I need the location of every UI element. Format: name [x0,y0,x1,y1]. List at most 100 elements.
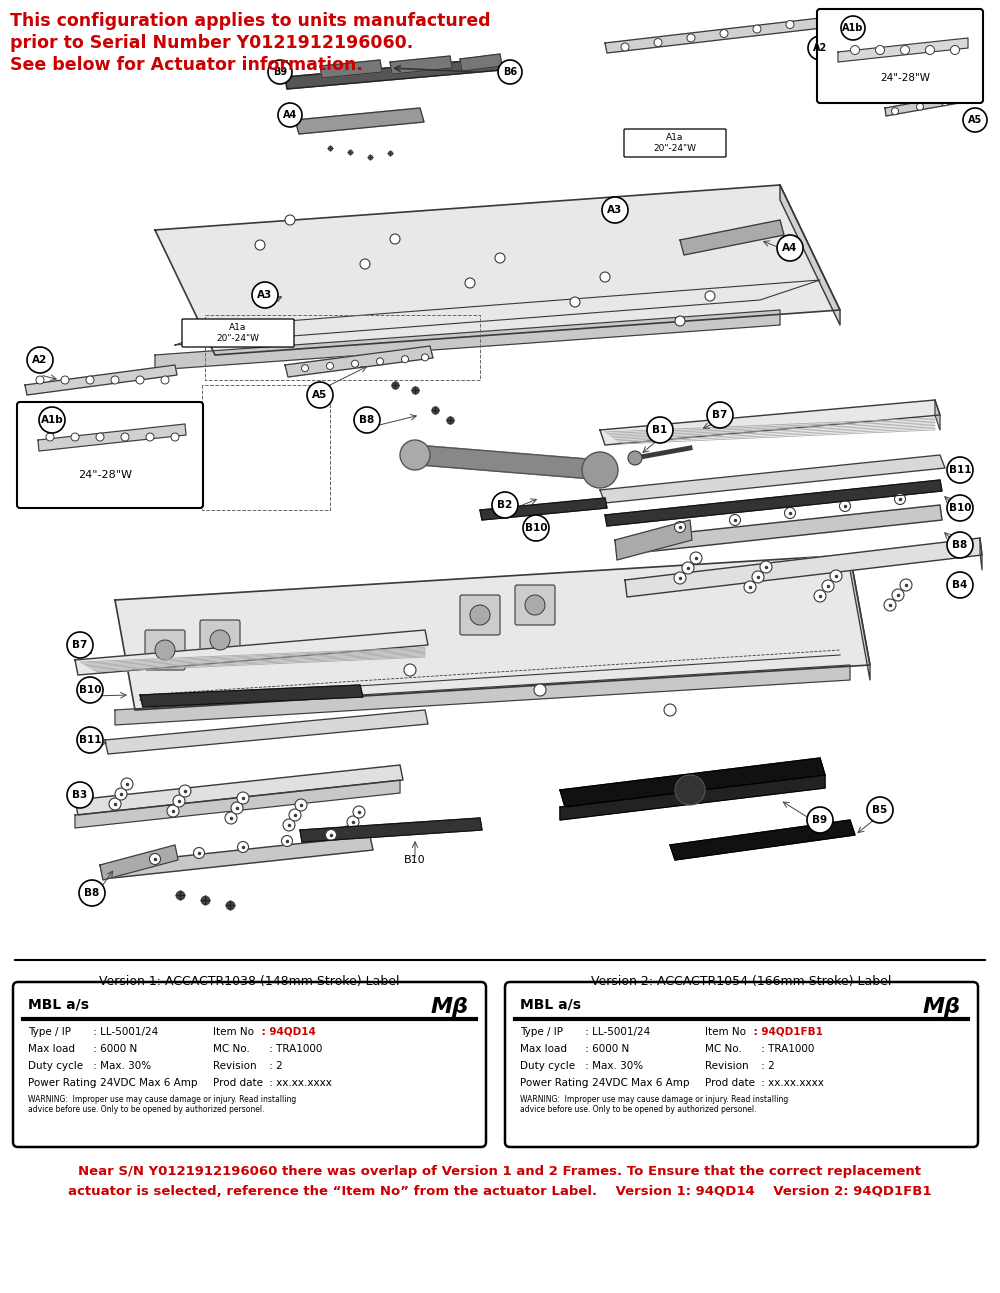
Circle shape [822,581,834,592]
FancyBboxPatch shape [624,129,726,156]
Circle shape [347,816,359,828]
Circle shape [231,802,243,815]
Text: B2: B2 [497,500,513,509]
Text: 24"-28"W: 24"-28"W [880,72,930,83]
Text: B5: B5 [872,806,888,815]
Text: Power Rating: Power Rating [520,1078,588,1087]
Circle shape [916,103,924,110]
FancyBboxPatch shape [515,584,555,625]
Circle shape [892,107,898,115]
Polygon shape [850,555,870,680]
Circle shape [814,590,826,603]
Text: Prod date: Prod date [705,1078,755,1087]
Circle shape [947,495,973,521]
Circle shape [753,25,761,34]
FancyBboxPatch shape [817,9,983,103]
FancyBboxPatch shape [13,981,486,1147]
Circle shape [664,703,676,716]
Text: MC No.: MC No. [705,1043,742,1054]
Polygon shape [605,480,942,526]
Text: : TRA1000: : TRA1000 [758,1043,814,1054]
Polygon shape [295,109,424,134]
Circle shape [498,59,522,84]
Circle shape [360,259,370,269]
Text: A1a
20"-24"W: A1a 20"-24"W [216,323,260,343]
Circle shape [289,809,301,821]
Circle shape [237,793,249,804]
Text: Prod date: Prod date [213,1078,263,1087]
Circle shape [121,433,129,441]
Circle shape [884,599,896,612]
Circle shape [900,45,910,54]
Circle shape [947,531,973,559]
Circle shape [255,240,265,250]
Text: Power Rating: Power Rating [28,1078,96,1087]
Circle shape [926,45,934,54]
Polygon shape [390,56,452,74]
Text: : xx.xx.xxxx: : xx.xx.xxxx [758,1078,824,1087]
Circle shape [525,595,545,615]
Text: B3: B3 [72,790,88,800]
Text: A5: A5 [312,390,328,400]
Circle shape [963,109,987,132]
Circle shape [674,521,686,533]
Polygon shape [980,538,982,570]
Text: MBL a/s: MBL a/s [520,997,581,1011]
Circle shape [354,407,380,433]
Text: Type / IP: Type / IP [520,1027,563,1037]
Circle shape [252,282,278,308]
Text: B8: B8 [952,540,968,550]
Circle shape [808,36,832,59]
Text: : xx.xx.xxxx: : xx.xx.xxxx [266,1078,332,1087]
Text: B8: B8 [359,415,375,425]
Polygon shape [415,445,605,480]
Polygon shape [155,310,780,370]
Polygon shape [600,455,945,503]
Circle shape [400,440,430,469]
Polygon shape [285,58,502,89]
Circle shape [841,16,865,40]
Circle shape [341,826,353,838]
Circle shape [86,376,94,384]
Text: : 6000 N: : 6000 N [582,1043,629,1054]
Text: Max load: Max load [520,1043,567,1054]
Circle shape [161,376,169,384]
Text: A4: A4 [283,110,297,120]
Circle shape [404,665,416,676]
Circle shape [621,43,629,50]
Text: MBL a/s: MBL a/s [28,997,89,1011]
Circle shape [46,433,54,441]
Text: B11: B11 [949,465,971,475]
Circle shape [682,562,694,574]
Text: B1: B1 [652,425,668,434]
Circle shape [268,59,292,84]
Circle shape [947,456,973,484]
FancyBboxPatch shape [145,630,185,670]
Text: : 6000 N: : 6000 N [90,1043,137,1054]
FancyBboxPatch shape [17,402,203,508]
Circle shape [807,807,833,833]
Circle shape [840,500,850,512]
Text: B4: B4 [952,581,968,590]
Circle shape [402,356,409,363]
Text: B10: B10 [79,685,101,696]
Circle shape [942,98,948,106]
Circle shape [27,347,53,372]
Polygon shape [885,92,976,116]
Circle shape [274,644,286,656]
Circle shape [602,197,628,222]
Circle shape [167,806,179,817]
Circle shape [744,581,756,593]
Circle shape [285,215,295,225]
Circle shape [786,21,794,28]
Polygon shape [480,498,607,520]
Circle shape [687,34,695,41]
Circle shape [654,39,662,47]
Circle shape [295,799,307,811]
FancyBboxPatch shape [200,621,240,659]
Text: Μβ: Μβ [923,997,961,1018]
Text: A4: A4 [782,243,798,253]
Circle shape [964,94,972,102]
Text: Item No: Item No [213,1027,254,1037]
Polygon shape [600,400,940,445]
